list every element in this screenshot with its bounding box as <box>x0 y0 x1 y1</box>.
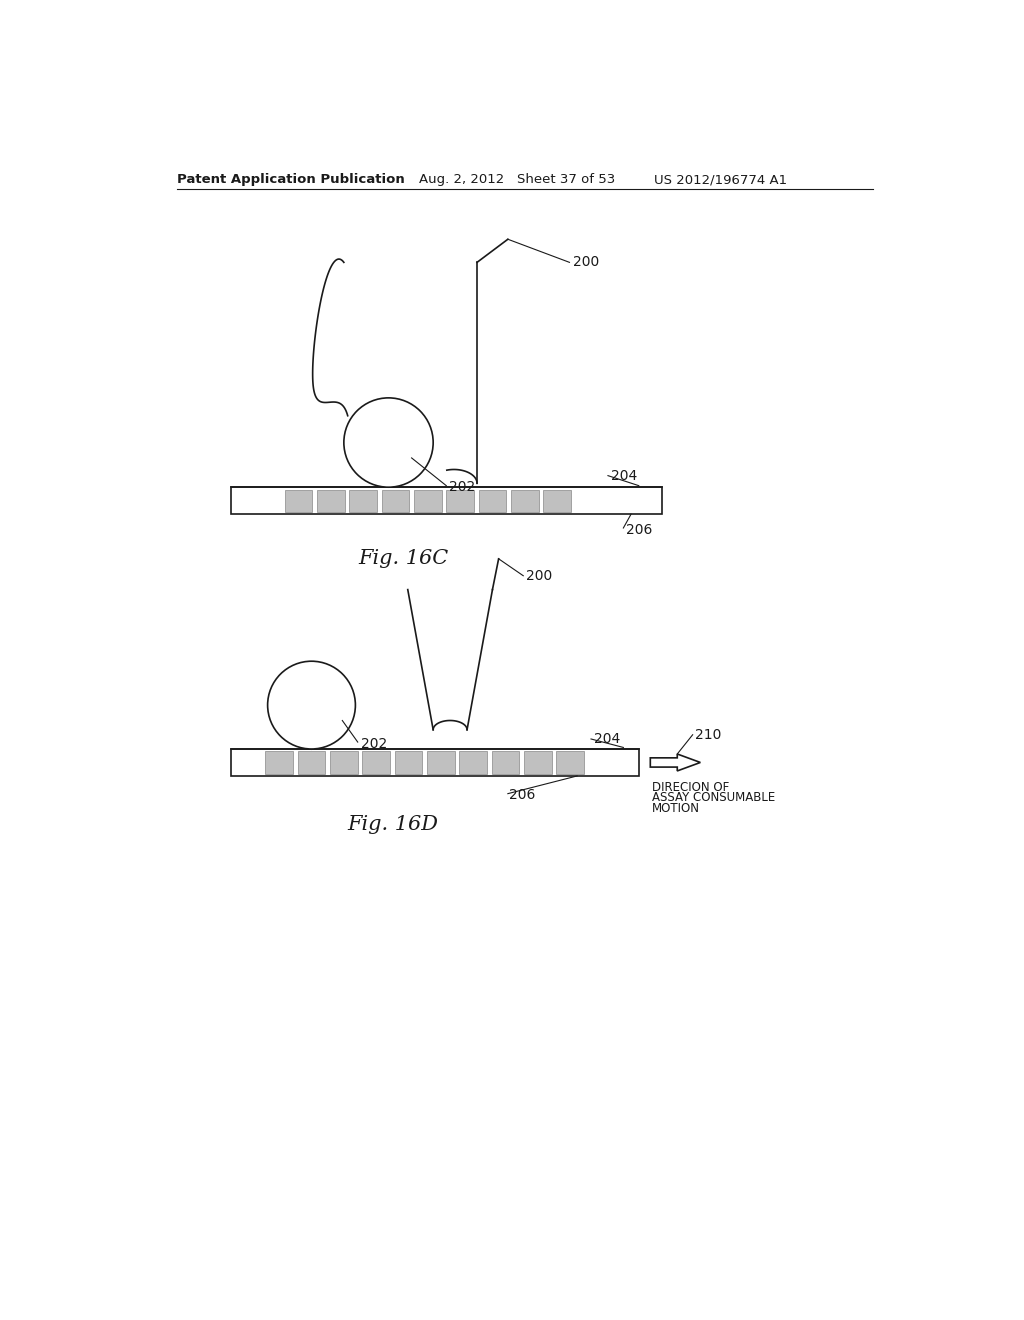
Text: 210: 210 <box>695 727 721 742</box>
Text: Patent Application Publication: Patent Application Publication <box>177 173 404 186</box>
Bar <box>511 490 539 512</box>
Bar <box>394 751 422 774</box>
Bar <box>285 490 312 512</box>
Bar <box>492 751 519 774</box>
Bar <box>382 490 410 512</box>
Ellipse shape <box>267 661 355 748</box>
Bar <box>460 751 487 774</box>
Bar <box>414 490 441 512</box>
Text: 200: 200 <box>526 569 553 582</box>
Bar <box>556 751 584 774</box>
Text: US 2012/196774 A1: US 2012/196774 A1 <box>654 173 787 186</box>
Text: 200: 200 <box>572 255 599 269</box>
Bar <box>349 490 377 512</box>
Text: DIRECION OF: DIRECION OF <box>652 780 729 793</box>
Bar <box>298 751 326 774</box>
Text: MOTION: MOTION <box>652 803 699 816</box>
Bar <box>230 487 662 515</box>
Text: 204: 204 <box>594 733 621 746</box>
Text: ASSAY CONSUMABLE: ASSAY CONSUMABLE <box>652 792 775 804</box>
Bar <box>427 751 455 774</box>
Text: 206: 206 <box>627 523 653 536</box>
Bar <box>330 751 357 774</box>
Text: 202: 202 <box>449 480 475 494</box>
Ellipse shape <box>344 397 433 487</box>
Text: 202: 202 <box>360 737 387 751</box>
Text: 206: 206 <box>509 788 536 803</box>
Bar <box>362 751 390 774</box>
Text: 204: 204 <box>611 469 637 483</box>
Bar <box>316 490 345 512</box>
Bar <box>265 751 293 774</box>
Text: Fig. 16D: Fig. 16D <box>347 814 438 834</box>
Bar <box>446 490 474 512</box>
Bar <box>230 748 639 776</box>
Bar <box>524 751 552 774</box>
Text: Fig. 16C: Fig. 16C <box>358 549 450 569</box>
Bar <box>544 490 571 512</box>
Text: Aug. 2, 2012   Sheet 37 of 53: Aug. 2, 2012 Sheet 37 of 53 <box>419 173 615 186</box>
Polygon shape <box>650 754 700 771</box>
Bar <box>478 490 506 512</box>
